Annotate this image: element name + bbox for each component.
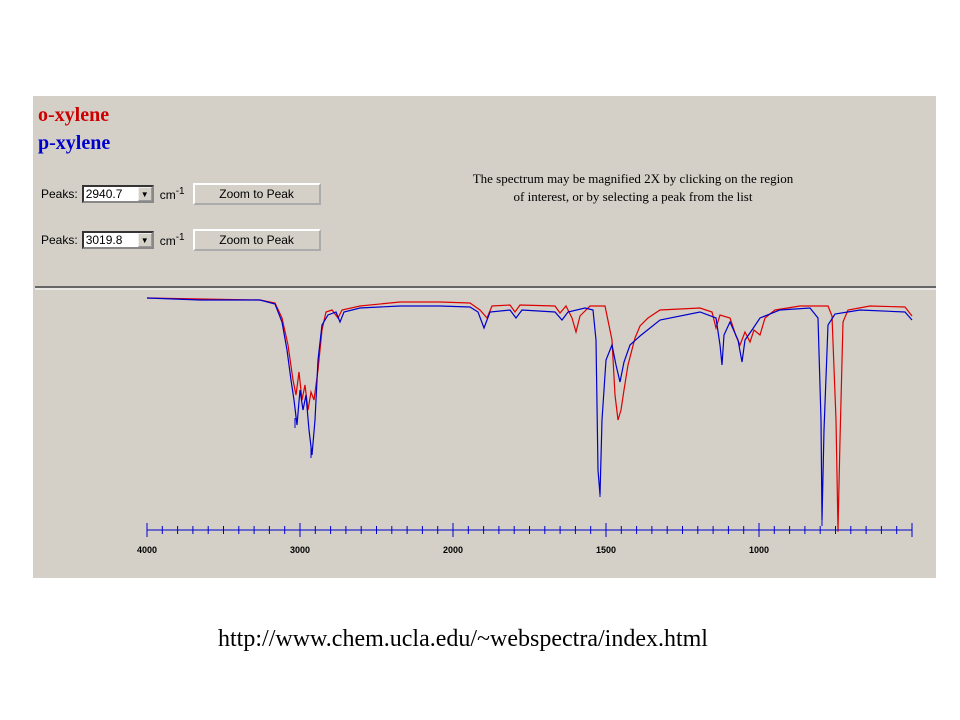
unit-sup: -1 [175, 186, 185, 197]
dropdown-arrow[interactable]: ▼ [137, 187, 152, 201]
legend-item: o-xylene [38, 104, 110, 126]
peak-row: Peaks: 3019.8 ▼ cm-1 Zoom to Peak [41, 228, 321, 252]
note: of interest, or by selecting a peak from… [513, 189, 753, 204]
peak-select[interactable]: 3019.8 ▼ [81, 231, 154, 249]
x-tick-label: 4000 [137, 545, 157, 555]
unit: cm-1 [160, 186, 185, 202]
zoom-button[interactable]: Zoom to Peak [192, 229, 321, 251]
unit-text: cm [159, 234, 176, 248]
peak-select[interactable]: 2940.7 ▼ [81, 185, 154, 203]
label: Peaks: [41, 233, 78, 247]
label: Peaks: [41, 187, 78, 201]
unit-sup: -1 [175, 232, 185, 243]
dropdown-arrow[interactable]: ▼ [137, 233, 152, 247]
value: 3019.8 [85, 233, 123, 247]
unit: cm-1 [160, 232, 185, 248]
applet-panel: o-xylene p-xylene Peaks: 2940.7 ▼ cm-1 Zo… [33, 96, 936, 578]
zoom-button[interactable]: Zoom to Peak [192, 183, 321, 205]
peak-row: Peaks: 2940.7 ▼ cm-1 Zoom to Peak [41, 182, 321, 206]
x-tick-label: 1500 [596, 545, 616, 555]
source-url[interactable]: http://www.chem.ucla.edu/~webspectra/ind… [218, 626, 708, 652]
unit-text: cm [159, 188, 176, 202]
legend-item: p-xylene [38, 132, 111, 154]
p-xylene-spectrum [146, 297, 913, 521]
x-tick-label: 1000 [749, 545, 769, 555]
x-tick-label: 2000 [443, 545, 463, 555]
o-xylene-spectrum [146, 297, 913, 531]
note: The spectrum may be magnified 2X by clic… [472, 171, 794, 186]
value: 2940.7 [85, 187, 123, 201]
x-tick-label: 3000 [290, 545, 310, 555]
